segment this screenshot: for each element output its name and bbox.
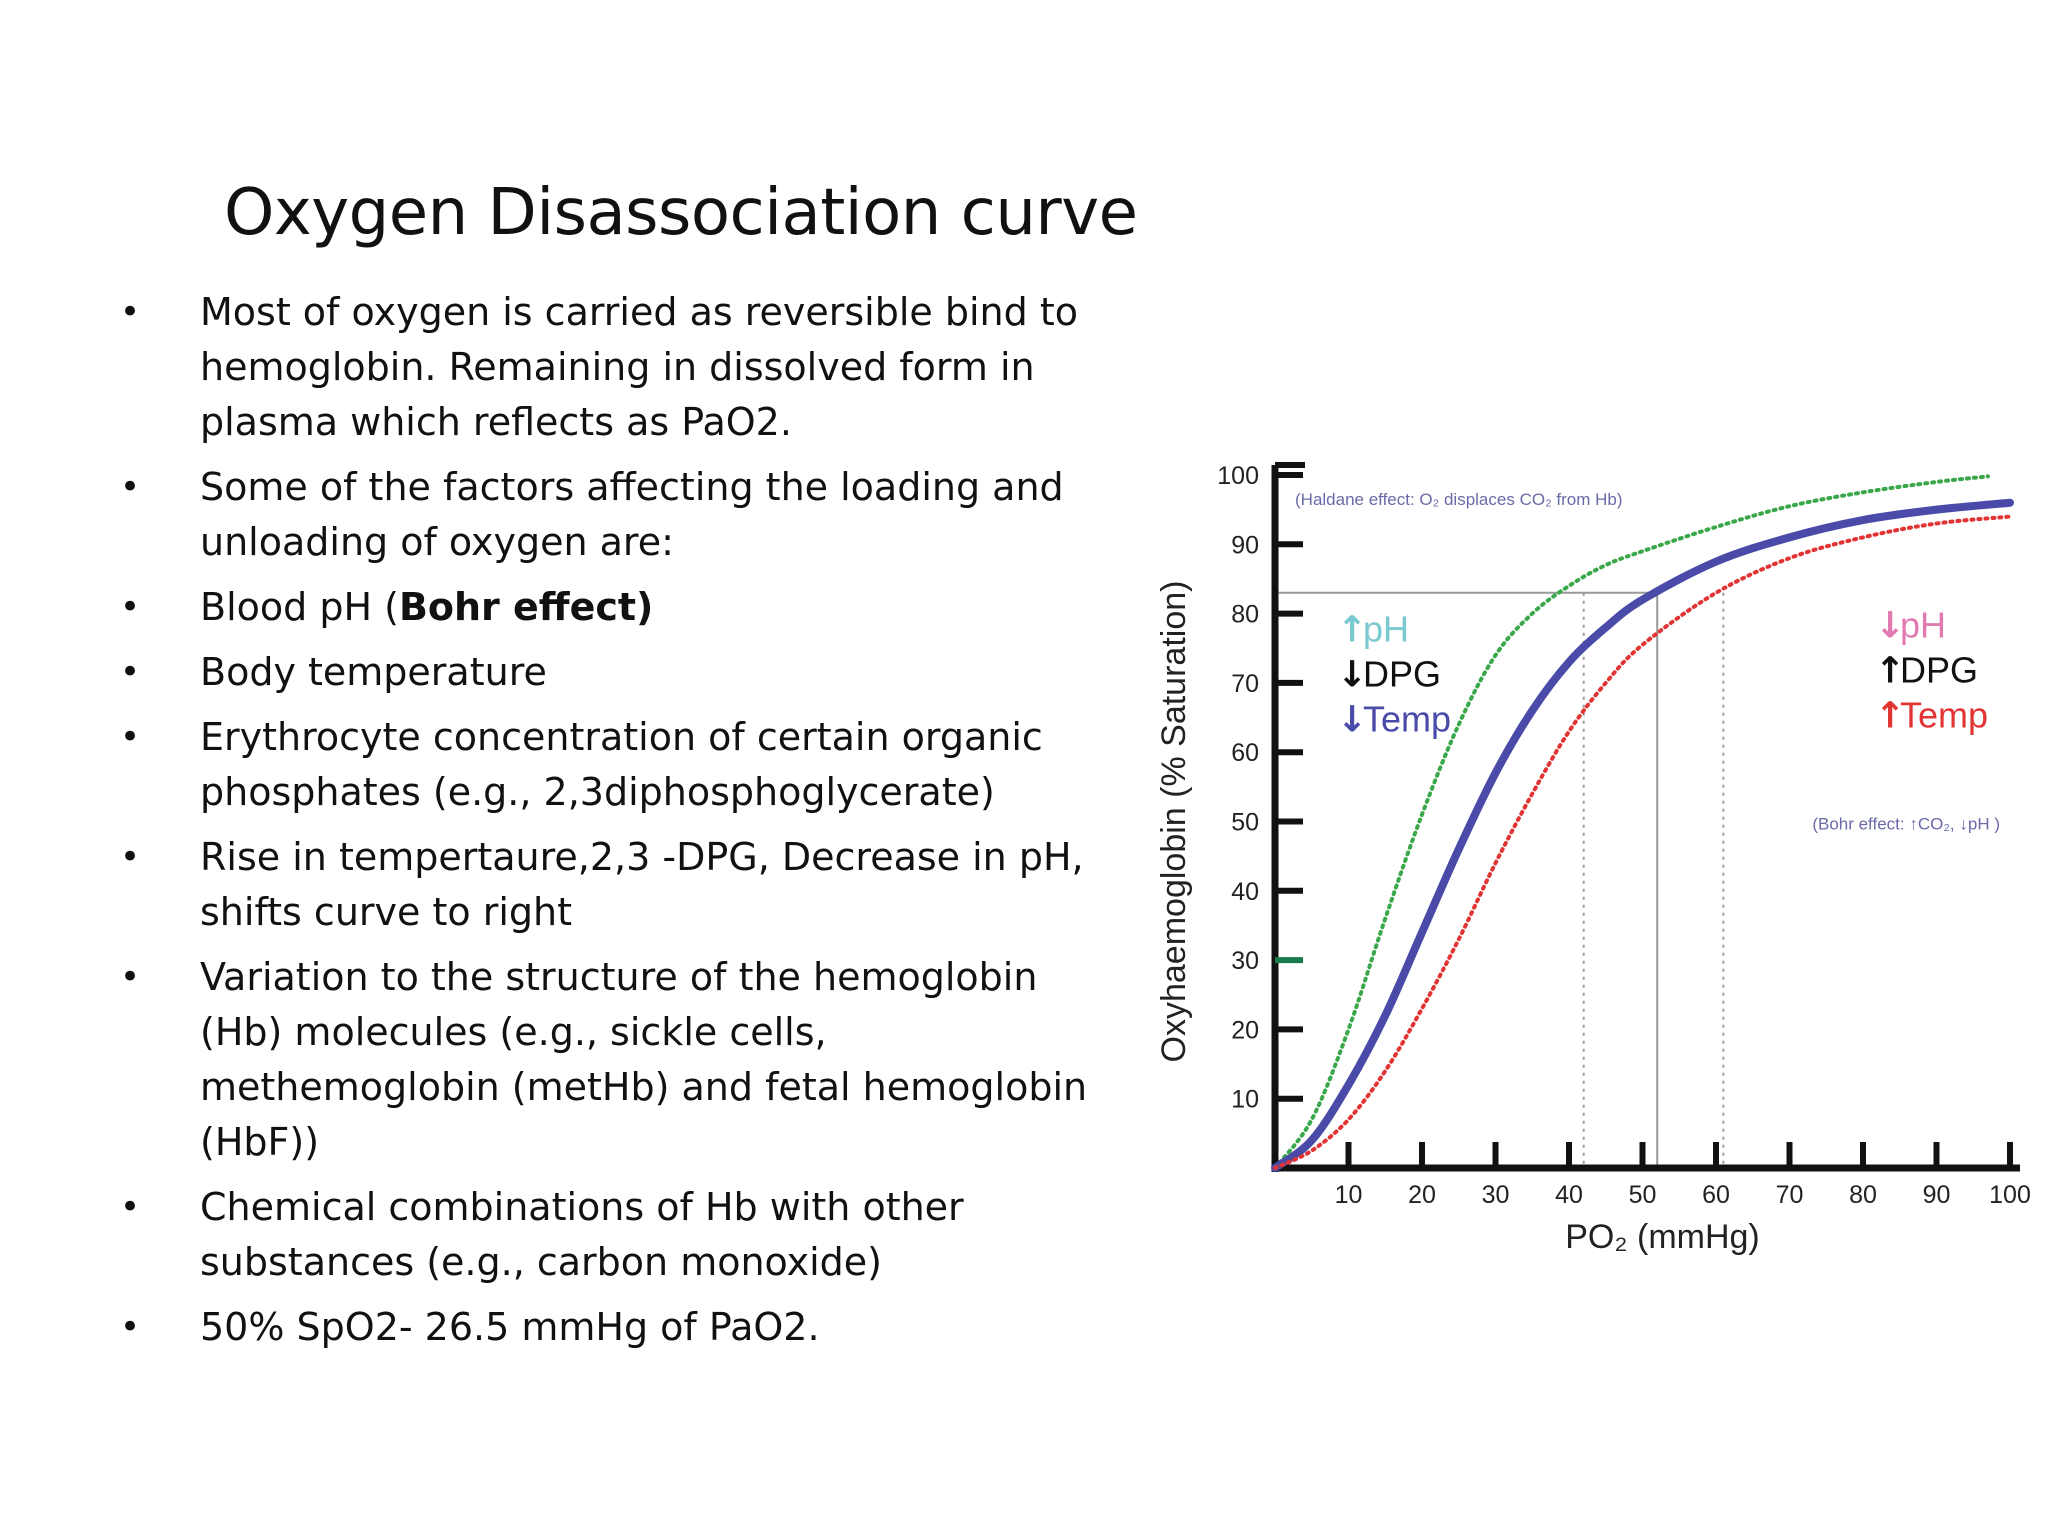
bullet-text: Some of the factors affecting the loadin… [200, 465, 1064, 564]
x-tick-label: 60 [1702, 1181, 1730, 1209]
bullet-dot: • [120, 1187, 141, 1227]
x-tick-label: 20 [1408, 1181, 1436, 1209]
y-tick-label: 90 [1231, 531, 1259, 559]
right-factor-arrow-icon: ↑ [1875, 696, 1905, 737]
bohr-annotation: (Bohr effect: ↑CO₂, ↓pH ) [1812, 815, 2000, 834]
oxygen-dissociation-chart: 10 20 30 40 50 60 70 80 90 100 10 20 30 40 50 60 70 80 90 1… [1155, 462, 2031, 1256]
bullet-item: • Some of the factors affecting the load… [120, 460, 1120, 570]
bullet-item: • Most of oxygen is carried as reversible… [120, 285, 1120, 450]
left-factor-label: Temp [1363, 699, 1451, 740]
bullet-text: Variation to the structure of the hemogl… [200, 955, 1088, 1164]
x-tick-label: 100 [1989, 1181, 2031, 1209]
bullet-dot: • [120, 1307, 141, 1347]
x-tick-label: 80 [1849, 1181, 1877, 1209]
right-factor-label: pH [1900, 605, 1946, 646]
y-tick-label: 10 [1231, 1086, 1259, 1114]
left-factor-arrow-icon: ↓ [1337, 700, 1367, 741]
slide-title: Oxygen Disassociation curve [224, 176, 1138, 250]
right-factor-label: DPG [1900, 650, 1978, 691]
y-tick-label: 60 [1231, 739, 1259, 767]
x-axis-label: PO₂ (mmHg) [1565, 1218, 1760, 1256]
left-factor-arrow-icon: ↓ [1337, 655, 1367, 696]
bullet-item: • 50% SpO2- 26.5 mmHg of PaO2. [120, 1300, 1120, 1355]
bullet-text: Rise in tempertaure,2,3 -DPG, Decrease i… [200, 835, 1084, 934]
x-tick-label: 90 [1923, 1181, 1951, 1209]
bullet-item: • Chemical combinations of Hb with other… [120, 1180, 1120, 1290]
y-axis-label: Oxyhaemoglobin (% Saturation) [1155, 581, 1193, 1063]
bullet-dot: • [120, 957, 141, 997]
bullet-item: • Variation to the structure of the hemo… [120, 950, 1120, 1170]
x-tick-label: 40 [1555, 1181, 1583, 1209]
bullet-dot: • [120, 652, 141, 692]
right-factor-arrow-icon: ↓ [1875, 606, 1905, 647]
left-factor-label: pH [1363, 609, 1409, 650]
right-factor-arrow-icon: ↑ [1875, 651, 1905, 692]
bullet-dot: • [120, 837, 141, 877]
bullet-text: Body temperature [200, 650, 547, 694]
haldane-annotation: (Haldane effect: O₂ displaces CO₂ from H… [1295, 490, 1623, 509]
y-tick-label: 100 [1217, 462, 1259, 490]
bullet-item: • Body temperature [120, 645, 1120, 700]
x-tick-label: 50 [1629, 1181, 1657, 1209]
bullet-text: Erythrocyte concentration of certain org… [200, 715, 1043, 814]
y-tick-label: 40 [1231, 878, 1259, 906]
bullet-list: • Most of oxygen is carried as reversible… [120, 285, 1120, 1365]
left-factor-arrow-icon: ↑ [1337, 610, 1367, 651]
y-tick-label: 80 [1231, 601, 1259, 629]
bullet-dot: • [120, 467, 141, 507]
bullet-item: • Erythrocyte concentration of certain o… [120, 710, 1120, 820]
series-curve-2 [1271, 498, 2014, 1172]
y-tick-label: 50 [1231, 809, 1259, 837]
bullet-bold-text: Bohr effect) [398, 585, 654, 629]
x-tick-label: 30 [1482, 1181, 1510, 1209]
right-factor-label: Temp [1900, 695, 1988, 736]
x-tick-label: 10 [1335, 1181, 1363, 1209]
y-tick-label: 20 [1231, 1016, 1259, 1044]
bullet-item: • Rise in tempertaure,2,3 -DPG, Decrease … [120, 830, 1120, 940]
bullet-text: Chemical combinations of Hb with other s… [200, 1185, 964, 1284]
y-tick-label: 30 [1231, 947, 1259, 975]
left-factor-label: DPG [1363, 654, 1441, 695]
x-tick-label: 70 [1776, 1181, 1804, 1209]
bullet-item: • Blood pH (Bohr effect) [120, 580, 1120, 635]
bullet-text: Most of oxygen is carried as reversible … [200, 290, 1078, 444]
bullet-dot: • [120, 587, 141, 627]
bullet-dot: • [120, 717, 141, 757]
bullet-text: Blood pH ( [200, 585, 399, 629]
y-tick-label: 70 [1231, 670, 1259, 698]
series-curve-1 [1273, 474, 1990, 1170]
series-curve-3 [1273, 514, 2012, 1170]
bullet-text: 50% SpO2- 26.5 mmHg of PaO2. [200, 1305, 820, 1349]
bullet-dot: • [120, 292, 141, 332]
